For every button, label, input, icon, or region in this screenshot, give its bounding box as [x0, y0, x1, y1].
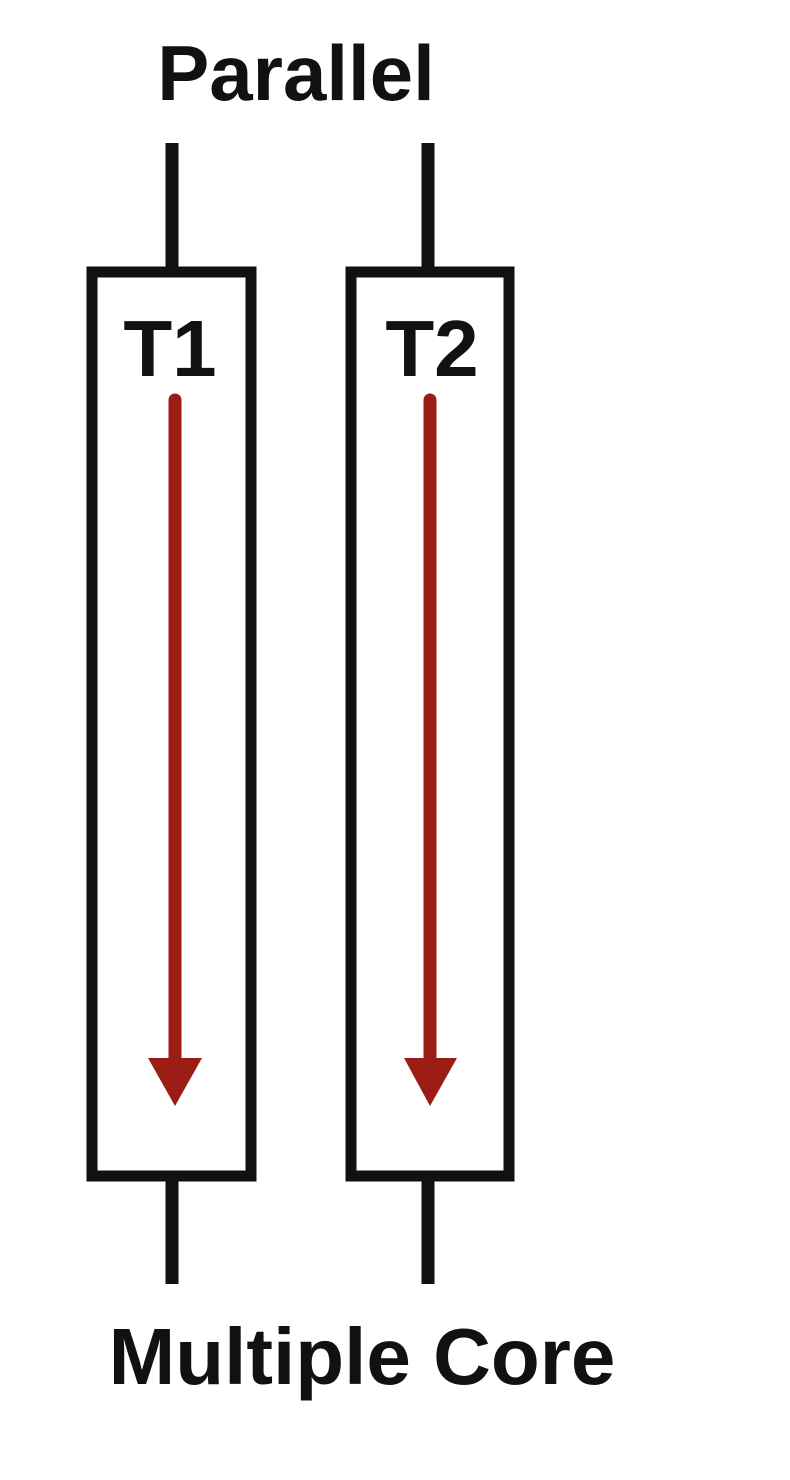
thread-2-arrow-head: [404, 1058, 457, 1106]
thread-2-label: T2: [385, 304, 478, 393]
thread-1-label: T1: [123, 304, 216, 393]
diagram-footer: Multiple Core: [109, 1312, 616, 1401]
thread-1: T1: [86, 143, 257, 1284]
thread-2: T2: [345, 143, 515, 1284]
thread-1-arrow-head: [148, 1058, 202, 1106]
diagram-title: Parallel: [157, 29, 435, 117]
